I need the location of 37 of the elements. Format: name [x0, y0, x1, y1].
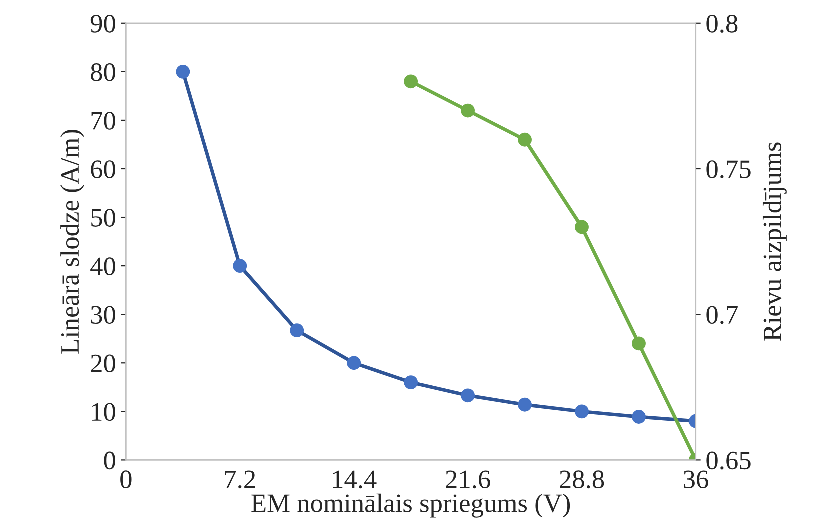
y2-tick-label: 0.7 [706, 306, 738, 324]
point [176, 64, 190, 79]
point [404, 376, 418, 390]
point [461, 388, 475, 403]
y-tick-label: 20 [91, 354, 116, 373]
x-tick-label: 36 [684, 470, 708, 488]
y-tick-label: 0 [104, 452, 116, 470]
y-tick-label: 40 [90, 258, 116, 276]
y-tick-label: 60 [91, 160, 116, 178]
y-axis-title: Lineārā slodze (A/m) [60, 130, 85, 354]
y-tick-label: 50 [92, 209, 116, 227]
point [347, 356, 362, 370]
x-tick-label: 14.4 [333, 470, 377, 489]
point [575, 220, 589, 234]
x-tick-label: 28.8 [560, 470, 604, 489]
point [632, 336, 646, 351]
point [518, 398, 532, 412]
y2-tick-label: 0.8 [706, 15, 738, 33]
y2-axis-title: Rievu aizpildījums [762, 142, 787, 342]
point [575, 404, 589, 419]
point [632, 410, 646, 424]
y-tick-label: 70 [92, 112, 116, 130]
point [461, 104, 475, 118]
point [233, 259, 248, 274]
y-tick-label: 30 [91, 306, 116, 324]
y-tick-label: 80 [91, 64, 116, 82]
x-tick-label: 0 [120, 470, 132, 488]
x-axis-title: EM nominālais spriegums (V) [252, 494, 570, 518]
x-tick-label: 7.2 [225, 470, 256, 489]
point [518, 132, 532, 147]
y-tick-label: 90 [90, 15, 116, 33]
point [290, 324, 304, 338]
x-tick-label: 21.6 [446, 470, 490, 489]
y-tick-label: 10 [92, 403, 116, 422]
point [404, 74, 418, 89]
y2-tick-label: 0.65 [706, 452, 751, 470]
y2-tick-label: 0.75 [706, 160, 751, 179]
